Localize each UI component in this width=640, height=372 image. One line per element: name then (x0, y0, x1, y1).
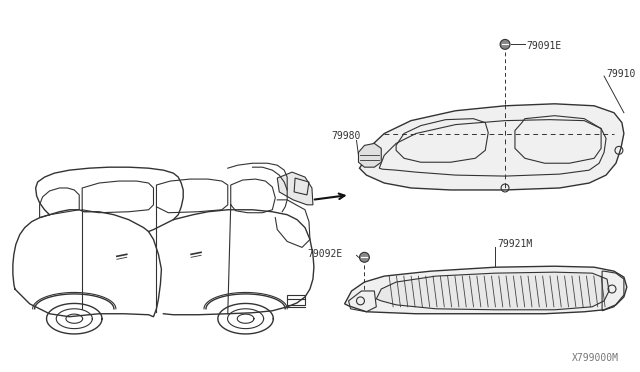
Polygon shape (376, 272, 609, 310)
Text: 79921M: 79921M (497, 240, 532, 250)
Text: 79910: 79910 (606, 69, 636, 79)
Text: 79092E: 79092E (307, 249, 342, 259)
Circle shape (500, 39, 510, 49)
Polygon shape (358, 144, 381, 167)
Polygon shape (360, 104, 624, 190)
Circle shape (360, 252, 369, 262)
Text: 79091E: 79091E (527, 41, 562, 51)
Text: 79980: 79980 (332, 131, 361, 141)
Polygon shape (344, 266, 627, 314)
Text: X799000M: X799000M (572, 353, 619, 363)
Polygon shape (277, 172, 313, 205)
